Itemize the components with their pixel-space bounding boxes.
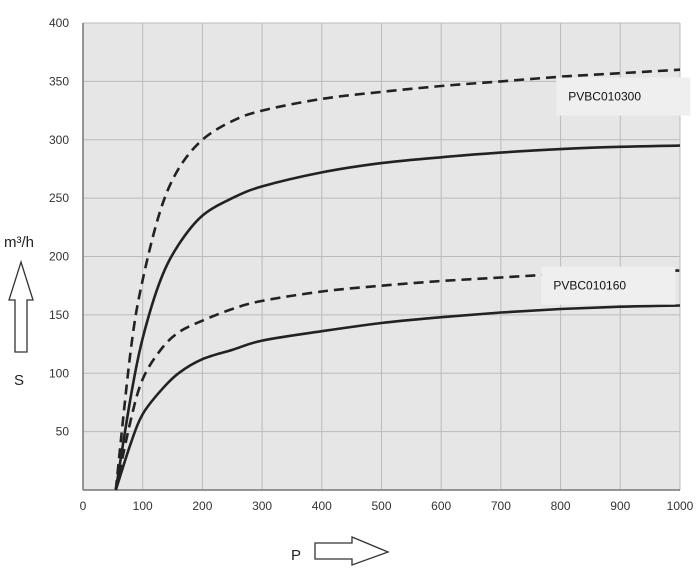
- y-axis-unit-label: m³/h: [4, 234, 34, 251]
- x-tick-label: 800: [551, 499, 571, 513]
- y-tick-label: 250: [49, 191, 69, 205]
- x-tick-label: 500: [371, 499, 391, 513]
- series-labels: PVBC010300 PVBC010160: [541, 77, 691, 305]
- up-arrow-icon: [8, 259, 34, 353]
- y-axis-symbol-label: S: [14, 372, 24, 389]
- axes: [82, 23, 680, 491]
- y-axis-label: m³/h S: [4, 234, 34, 389]
- tick-labels: 0 100 200 300 400 500 600 700 800 900 1000 50 100 150…: [49, 16, 694, 513]
- y-tick-label: 50: [56, 425, 70, 439]
- x-axis-label: P: [291, 536, 390, 566]
- series-label-box: [541, 266, 676, 305]
- y-tick-label: 400: [49, 16, 69, 30]
- right-arrow-icon: [314, 536, 390, 566]
- y-tick-label: 350: [49, 74, 69, 88]
- series-label-text: PVBC010160: [553, 279, 626, 293]
- x-tick-label: 200: [192, 499, 212, 513]
- y-tick-label: 100: [49, 366, 69, 380]
- series-label-box: [556, 77, 691, 116]
- series-label-text: PVBC010300: [568, 90, 641, 104]
- x-tick-label: 900: [610, 499, 630, 513]
- x-tick-label: 0: [80, 499, 87, 513]
- x-tick-label: 300: [252, 499, 272, 513]
- y-tick-label: 200: [49, 250, 69, 264]
- y-tick-label: 300: [49, 133, 69, 147]
- x-axis-symbol-label: P: [291, 547, 301, 564]
- x-tick-label: 400: [312, 499, 332, 513]
- x-tick-label: 600: [431, 499, 451, 513]
- series-line-4: [114, 304, 681, 491]
- x-tick-label: 100: [133, 499, 153, 513]
- y-tick-label: 150: [49, 308, 69, 322]
- series-line-2: [114, 144, 681, 491]
- series-line-1: [114, 68, 681, 491]
- x-tick-label: 700: [491, 499, 511, 513]
- x-tick-label: 1000: [667, 499, 694, 513]
